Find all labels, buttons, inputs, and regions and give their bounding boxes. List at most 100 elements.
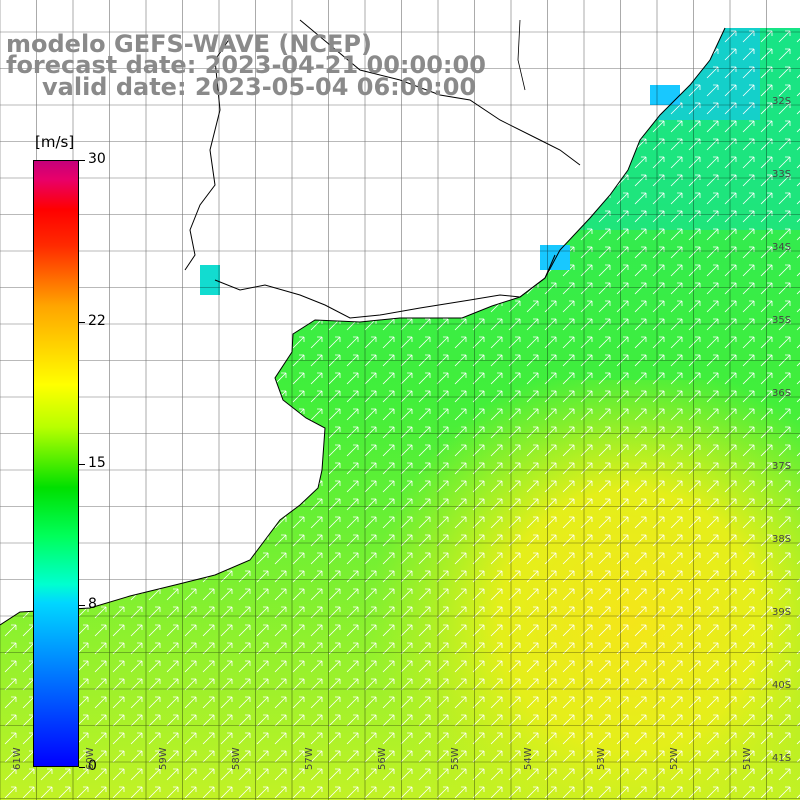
wind-arrow xyxy=(652,624,665,637)
wind-arrow xyxy=(454,786,467,799)
wind-arrow xyxy=(310,732,323,745)
wind-arrow xyxy=(616,516,629,529)
wind-arrow xyxy=(454,372,467,385)
wind-arrow xyxy=(598,570,611,583)
wind-arrow xyxy=(436,336,449,349)
wind-arrow xyxy=(616,408,629,421)
wind-arrow xyxy=(454,444,467,457)
wind-arrow xyxy=(580,534,593,547)
wind-arrow xyxy=(490,624,503,637)
wind-arrow xyxy=(742,588,755,601)
wind-arrow xyxy=(382,696,395,709)
wind-arrow xyxy=(778,714,791,727)
wind-arrow xyxy=(724,390,737,403)
wind-arrow xyxy=(94,678,107,691)
wind-arrow xyxy=(688,228,701,241)
wind-arrow xyxy=(490,516,503,529)
longitude-label: 58W xyxy=(231,747,242,770)
wind-arrow xyxy=(544,498,557,511)
wind-arrow xyxy=(706,318,719,331)
wind-arrow xyxy=(364,462,377,475)
wind-arrow xyxy=(400,678,413,691)
wind-arrow xyxy=(472,642,485,655)
wind-arrow xyxy=(238,588,251,601)
wind-arrow xyxy=(652,768,665,781)
wind-arrow xyxy=(616,318,629,331)
wind-arrow xyxy=(598,786,611,799)
wind-arrow xyxy=(490,588,503,601)
wind-arrow xyxy=(634,570,647,583)
wind-arrow xyxy=(634,210,647,223)
wind-arrow xyxy=(310,570,323,583)
wind-arrow xyxy=(778,480,791,493)
wind-arrow xyxy=(166,732,179,745)
wind-arrow xyxy=(580,444,593,457)
wind-arrow xyxy=(562,714,575,727)
wind-arrow xyxy=(526,444,539,457)
wind-arrow xyxy=(382,336,395,349)
wind-arrow xyxy=(562,390,575,403)
wind-arrow xyxy=(544,444,557,457)
wind-arrow xyxy=(418,588,431,601)
wind-arrow xyxy=(418,336,431,349)
wind-arrow xyxy=(742,516,755,529)
wind-arrow xyxy=(292,750,305,763)
wind-arrow xyxy=(184,624,197,637)
wind-arrow xyxy=(688,282,701,295)
wind-arrow xyxy=(634,678,647,691)
wind-arrow xyxy=(724,714,737,727)
wind-arrow xyxy=(616,264,629,277)
wind-arrow xyxy=(634,300,647,313)
wind-arrow xyxy=(382,426,395,439)
wind-arrow xyxy=(634,642,647,655)
wind-arrow xyxy=(526,750,539,763)
wind-arrow xyxy=(292,624,305,637)
wind-arrow xyxy=(670,336,683,349)
wind-arrow xyxy=(400,624,413,637)
wind-arrow xyxy=(184,678,197,691)
wind-arrow xyxy=(418,408,431,421)
wind-arrow xyxy=(778,570,791,583)
wind-arrow xyxy=(562,282,575,295)
wind-arrow xyxy=(724,336,737,349)
wind-arrow xyxy=(670,174,683,187)
wind-arrow xyxy=(436,498,449,511)
wind-arrow xyxy=(580,426,593,439)
wind-arrow xyxy=(688,462,701,475)
wind-arrow xyxy=(796,372,800,385)
wind-arrow xyxy=(706,156,719,169)
wind-arrow xyxy=(526,462,539,475)
wind-arrow xyxy=(598,750,611,763)
wind-arrow xyxy=(202,786,215,799)
wind-arrow xyxy=(346,786,359,799)
wind-arrow xyxy=(454,336,467,349)
wind-arrow xyxy=(436,624,449,637)
wind-arrow xyxy=(634,660,647,673)
wind-arrow xyxy=(328,498,341,511)
wind-arrow xyxy=(256,750,269,763)
wind-arrow xyxy=(454,588,467,601)
latitude-label: 41S xyxy=(772,753,792,764)
wind-arrow xyxy=(616,552,629,565)
wind-arrow xyxy=(724,426,737,439)
wind-arrow xyxy=(706,84,719,97)
wind-arrow xyxy=(454,660,467,673)
wind-arrow xyxy=(436,732,449,745)
wind-arrow xyxy=(688,732,701,745)
wind-arrow xyxy=(346,426,359,439)
wind-arrow xyxy=(688,498,701,511)
wind-arrow xyxy=(382,570,395,583)
wind-arrow xyxy=(706,750,719,763)
wind-arrow xyxy=(616,750,629,763)
wind-arrow xyxy=(184,732,197,745)
wind-arrow xyxy=(742,84,755,97)
wind-arrow xyxy=(400,660,413,673)
wind-arrow xyxy=(166,750,179,763)
wind-arrow xyxy=(292,678,305,691)
wind-arrow xyxy=(274,786,287,799)
wind-arrow xyxy=(526,516,539,529)
wind-arrow xyxy=(436,642,449,655)
wind-arrow xyxy=(256,768,269,781)
wind-arrow xyxy=(436,750,449,763)
